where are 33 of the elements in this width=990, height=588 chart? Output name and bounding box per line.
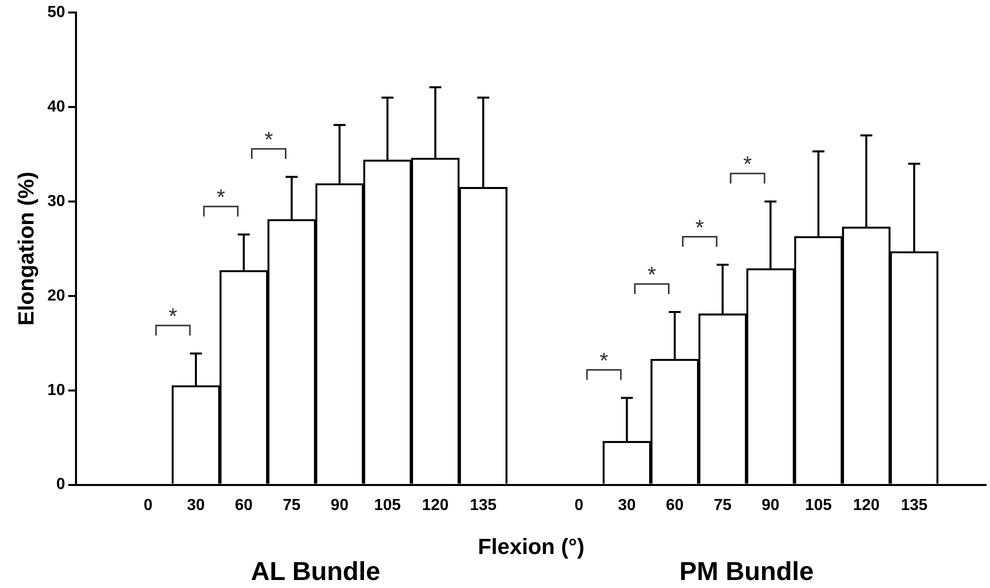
y-tick-label: 30 bbox=[47, 192, 66, 210]
annotation: * bbox=[168, 304, 178, 329]
annotation: * bbox=[600, 348, 609, 373]
x-tick-label: 75 bbox=[714, 496, 732, 514]
annotation: * bbox=[216, 184, 226, 210]
y-tick-label: 10 bbox=[47, 382, 66, 399]
annotation: * bbox=[264, 126, 274, 152]
text: AL Bundle bbox=[250, 556, 380, 586]
annotation: * bbox=[695, 214, 704, 240]
x-tick-label: 135 bbox=[900, 496, 928, 514]
x-tick-label: 90 bbox=[762, 496, 780, 514]
annotation: * bbox=[743, 151, 752, 176]
x-tick-label: 75 bbox=[282, 496, 301, 514]
y-tick-label: 40 bbox=[47, 98, 66, 116]
x-tick-label: 0 bbox=[574, 496, 584, 514]
annotation: * bbox=[648, 262, 657, 287]
y-tick-label: 50 bbox=[47, 4, 66, 22]
x-tick-label: 120 bbox=[852, 496, 880, 514]
x-tick-label: 0 bbox=[144, 496, 153, 514]
x-tick-label: 60 bbox=[234, 496, 253, 514]
x-tick-label: 90 bbox=[330, 496, 349, 514]
x-tick-label: 135 bbox=[470, 496, 497, 514]
x-axis-title: Flexion (°) bbox=[478, 534, 584, 560]
x-tick-label: 120 bbox=[422, 496, 449, 514]
y-tick-label: 0 bbox=[56, 476, 66, 494]
x-tick-label: 105 bbox=[805, 496, 832, 514]
text: PM Bundle bbox=[679, 556, 814, 586]
x-tick-label: 60 bbox=[666, 496, 684, 514]
y-axis-title: Elongation (%) bbox=[13, 172, 38, 326]
y-tick-label: 20 bbox=[47, 287, 66, 304]
x-tick-label: 30 bbox=[618, 496, 636, 514]
x-tick-label: 30 bbox=[187, 496, 205, 514]
x-tick-label: 105 bbox=[374, 496, 401, 514]
